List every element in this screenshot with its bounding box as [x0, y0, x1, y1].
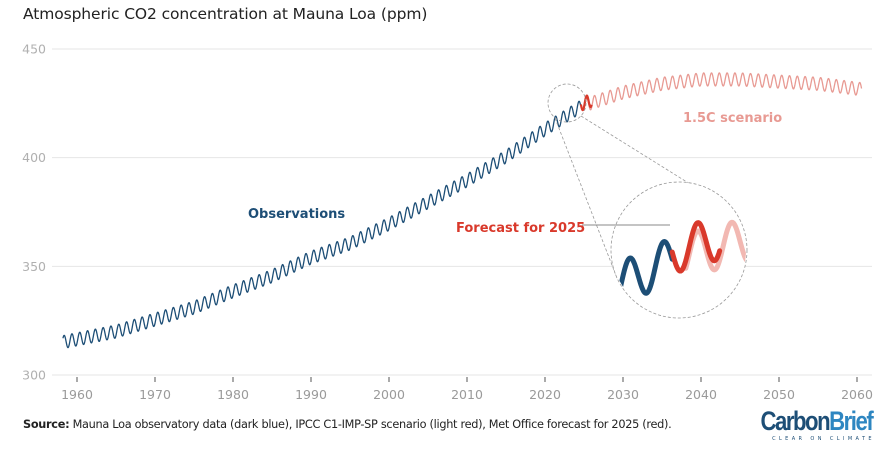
x-tick-label: 2040	[685, 387, 717, 402]
source-note: Source: Mauna Loa observatory data (dark…	[23, 418, 672, 431]
x-tick-label: 1980	[217, 387, 249, 402]
annotation-labels: Observations 1.5C scenario Forecast for 20…	[248, 111, 782, 236]
forecast-2025-line-zoomed	[669, 220, 723, 274]
x-tick-label: 1970	[139, 387, 171, 402]
chart-title: Atmospheric CO2 concentration at Mauna L…	[23, 5, 428, 23]
x-tick-label: 2000	[373, 387, 405, 402]
x-tick-label: 2050	[763, 387, 795, 402]
x-tick-label: 2030	[607, 387, 639, 402]
logo-carbon: Carbon	[760, 406, 830, 436]
magnifier-large-circle	[610, 181, 748, 319]
label-observations: Observations	[248, 207, 345, 222]
x-axis-ticks: 1960 1970 1980 1990 2000 2010 2020 2030 2040 2050…	[61, 377, 873, 402]
label-forecast-2025: Forecast for 2025	[456, 221, 585, 236]
y-tick-label: 300	[22, 368, 46, 383]
y-tick-label: 400	[22, 150, 46, 165]
y-axis-ticks: 300 350 400 450	[22, 42, 46, 383]
source-label: Source:	[23, 418, 70, 431]
logo-brief: Brief	[828, 406, 874, 436]
x-tick-label: 2060	[841, 387, 873, 402]
gridlines	[52, 48, 872, 376]
scenario-1-5c-line	[583, 72, 863, 111]
y-tick-label: 450	[22, 42, 46, 57]
x-tick-label: 2010	[451, 387, 483, 402]
y-tick-label: 350	[22, 259, 46, 274]
series-lines	[62, 72, 863, 349]
source-text: Mauna Loa observatory data (dark blue), …	[69, 418, 672, 431]
x-tick-label: 2020	[529, 387, 561, 402]
x-tick-label: 1990	[295, 387, 327, 402]
magnifier-connector-left	[554, 117, 618, 279]
observations-line	[62, 100, 582, 349]
x-tick-label: 1960	[61, 387, 93, 402]
forecast-2025-line	[579, 94, 593, 112]
scenario-1-5c-line-zoomed	[683, 219, 746, 273]
logo-tagline: CLEAR ON CLIMATE	[772, 436, 875, 442]
label-1-5c-scenario: 1.5C scenario	[683, 111, 782, 126]
magnifier-small-circle	[547, 83, 587, 123]
carbonbrief-logo: CarbonBrief CLEAR ON CLIMATE	[736, 406, 875, 443]
